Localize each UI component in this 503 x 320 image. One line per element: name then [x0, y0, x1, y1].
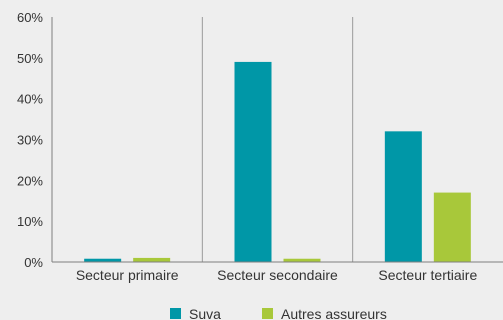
- legend-label: Autres assureurs: [281, 306, 387, 320]
- x-tick-label: Secteur secondaire: [217, 267, 338, 283]
- bar: [234, 61, 272, 262]
- y-tick-label: 40%: [17, 92, 43, 107]
- x-tick-label: Secteur tertiaire: [378, 267, 477, 283]
- x-tick-label: Secteur primaire: [76, 267, 179, 283]
- legend-swatch: [262, 308, 273, 319]
- y-tick-label: 60%: [17, 10, 43, 25]
- y-tick-label: 10%: [17, 214, 43, 229]
- bars: [84, 61, 471, 262]
- category-separators: [201, 17, 354, 262]
- bar: [133, 257, 171, 262]
- bar: [84, 258, 122, 262]
- legend-swatch: [170, 308, 181, 319]
- y-tick-label: 20%: [17, 173, 43, 188]
- y-tick-label: 50%: [17, 51, 43, 66]
- bar: [433, 192, 471, 262]
- bar: [384, 131, 422, 262]
- y-tick-label: 0%: [24, 255, 43, 270]
- y-tick-label: 30%: [17, 133, 43, 148]
- legend-label: Suva: [189, 306, 221, 320]
- y-axis-ticks: 0% 10% 20% 30% 40% 50% 60%: [17, 10, 43, 270]
- bar: [283, 258, 321, 262]
- x-axis-labels: Secteur primaire Secteur secondaire Secteu…: [76, 267, 478, 283]
- legend: Suva Autres assureurs: [170, 306, 387, 320]
- axes: [51, 17, 503, 263]
